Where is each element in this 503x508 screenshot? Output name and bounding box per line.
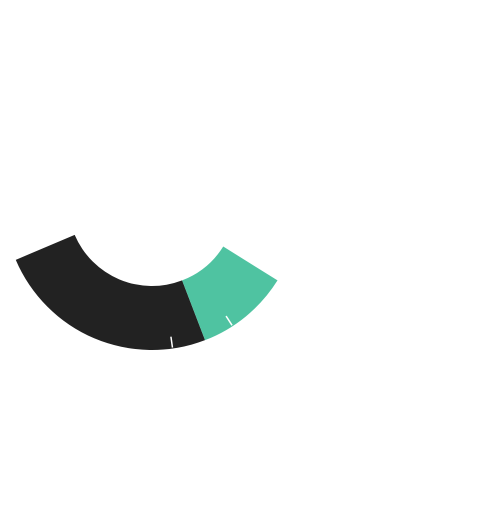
marker <box>225 315 233 326</box>
gauge-segment <box>15 234 206 350</box>
gauge-segment <box>182 246 278 341</box>
marker <box>170 336 174 348</box>
